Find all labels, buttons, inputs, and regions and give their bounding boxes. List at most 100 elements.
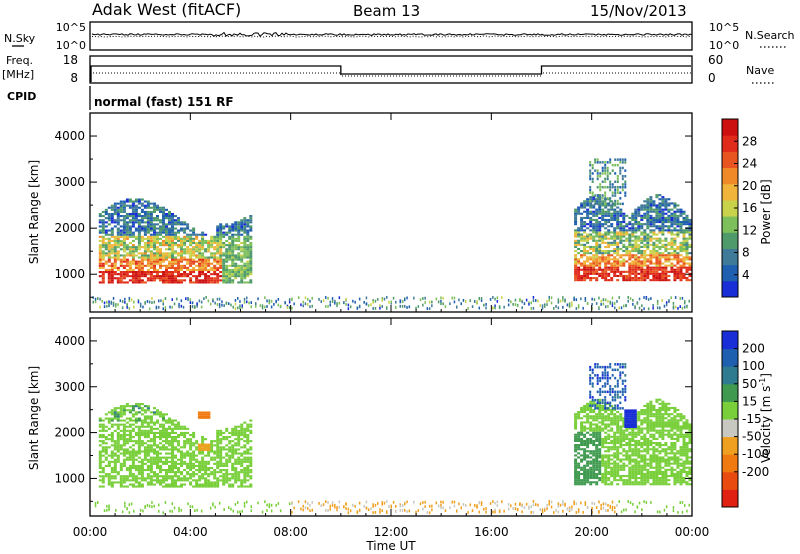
echo-cell <box>634 481 638 484</box>
echo-cell <box>205 411 209 414</box>
echo-cell <box>613 214 617 217</box>
echo-cell <box>156 464 159 467</box>
echo-cell <box>374 307 377 310</box>
echo-cell <box>149 215 153 218</box>
echo-cell <box>209 302 212 306</box>
echo-cell <box>228 281 232 284</box>
echo-cell <box>688 258 692 261</box>
echo-cell <box>610 208 614 211</box>
echo-cell <box>246 460 250 463</box>
echo-cell <box>643 435 647 438</box>
echo-cell <box>664 225 668 228</box>
echo-cell <box>137 456 141 459</box>
echo-cell <box>591 191 594 194</box>
echo-cell <box>101 256 105 259</box>
echo-cell <box>192 227 196 230</box>
echo-cell <box>664 250 668 253</box>
echo-cell <box>159 458 162 461</box>
echo-cell <box>140 421 144 424</box>
echo-cell <box>604 250 608 253</box>
echo-cell <box>159 210 162 213</box>
echo-cell <box>586 260 590 263</box>
echo-cell <box>153 202 156 205</box>
echo-cell <box>598 202 602 205</box>
echo-cell <box>613 208 617 211</box>
echo-cell <box>580 437 584 440</box>
echo-cell <box>601 456 605 459</box>
echo-cell <box>131 258 135 261</box>
echo-cell <box>98 471 102 474</box>
echo-cell <box>595 439 599 442</box>
echo-cell <box>595 413 599 416</box>
echo-cell <box>652 481 656 484</box>
echo-cell <box>107 275 111 278</box>
echo-cell <box>624 175 627 178</box>
echo-cell <box>628 262 632 265</box>
echo-cell <box>580 277 584 280</box>
echo-cell <box>195 248 199 251</box>
echo-cell <box>598 250 602 253</box>
echo-cell <box>607 456 611 459</box>
echo-cell <box>583 452 587 455</box>
echo-cell <box>685 266 689 269</box>
echo-cell <box>204 481 208 484</box>
echo-cell <box>345 298 347 301</box>
colorbar-swatch <box>722 248 738 266</box>
echo-cell <box>300 303 302 307</box>
echo-cell <box>598 437 602 440</box>
echo-cell <box>616 300 618 303</box>
echo-cell <box>122 254 126 257</box>
echo-cell <box>101 454 105 457</box>
echo-cell <box>643 254 647 257</box>
echo-cell <box>222 242 226 245</box>
echo-cell <box>596 172 599 175</box>
echo-cell <box>222 436 226 439</box>
echo-cell <box>616 458 620 461</box>
echo-cell <box>216 452 220 455</box>
echo-cell <box>604 218 608 221</box>
echo-cell <box>192 450 196 453</box>
echo-cell <box>116 481 120 484</box>
echo-cell <box>604 439 608 442</box>
echo-cell <box>595 260 599 263</box>
echo-cell <box>168 421 171 424</box>
echo-cell <box>174 436 177 439</box>
echo-cell <box>240 425 244 428</box>
echo-cell <box>174 460 177 463</box>
echo-cell <box>649 214 653 217</box>
echo-cell <box>113 452 117 455</box>
echo-cell <box>201 443 205 446</box>
echo-cell <box>134 219 138 222</box>
echo-cell <box>131 419 135 422</box>
echo-cell <box>116 279 120 282</box>
echo-cell <box>574 256 578 259</box>
echo-cell <box>682 277 686 280</box>
echo-cell <box>110 300 113 304</box>
echo-cell <box>131 268 135 271</box>
echo-cell <box>338 301 341 305</box>
echo-cell <box>174 462 177 465</box>
echo-cell <box>137 223 141 226</box>
echo-cell <box>183 425 187 428</box>
echo-cell <box>149 450 153 453</box>
echo-cell <box>682 256 686 259</box>
echo-cell <box>237 221 241 224</box>
echo-cell <box>592 260 596 263</box>
echo-cell <box>589 406 593 409</box>
echo-cell <box>107 248 111 251</box>
echo-cell <box>574 214 578 217</box>
echo-cell <box>177 469 180 472</box>
echo-cell <box>685 262 689 265</box>
echo-cell <box>210 485 214 488</box>
echo-cell <box>122 438 126 441</box>
echo-cell <box>171 221 174 224</box>
echo-cell <box>165 429 168 432</box>
echo-cell <box>679 279 683 282</box>
echo-cell <box>249 469 253 472</box>
echo-cell <box>246 262 250 265</box>
echo-cell <box>577 277 581 280</box>
echo-cell <box>583 229 587 232</box>
echo-cell <box>613 475 617 478</box>
echo-cell <box>201 411 205 414</box>
echo-cell <box>128 271 132 274</box>
